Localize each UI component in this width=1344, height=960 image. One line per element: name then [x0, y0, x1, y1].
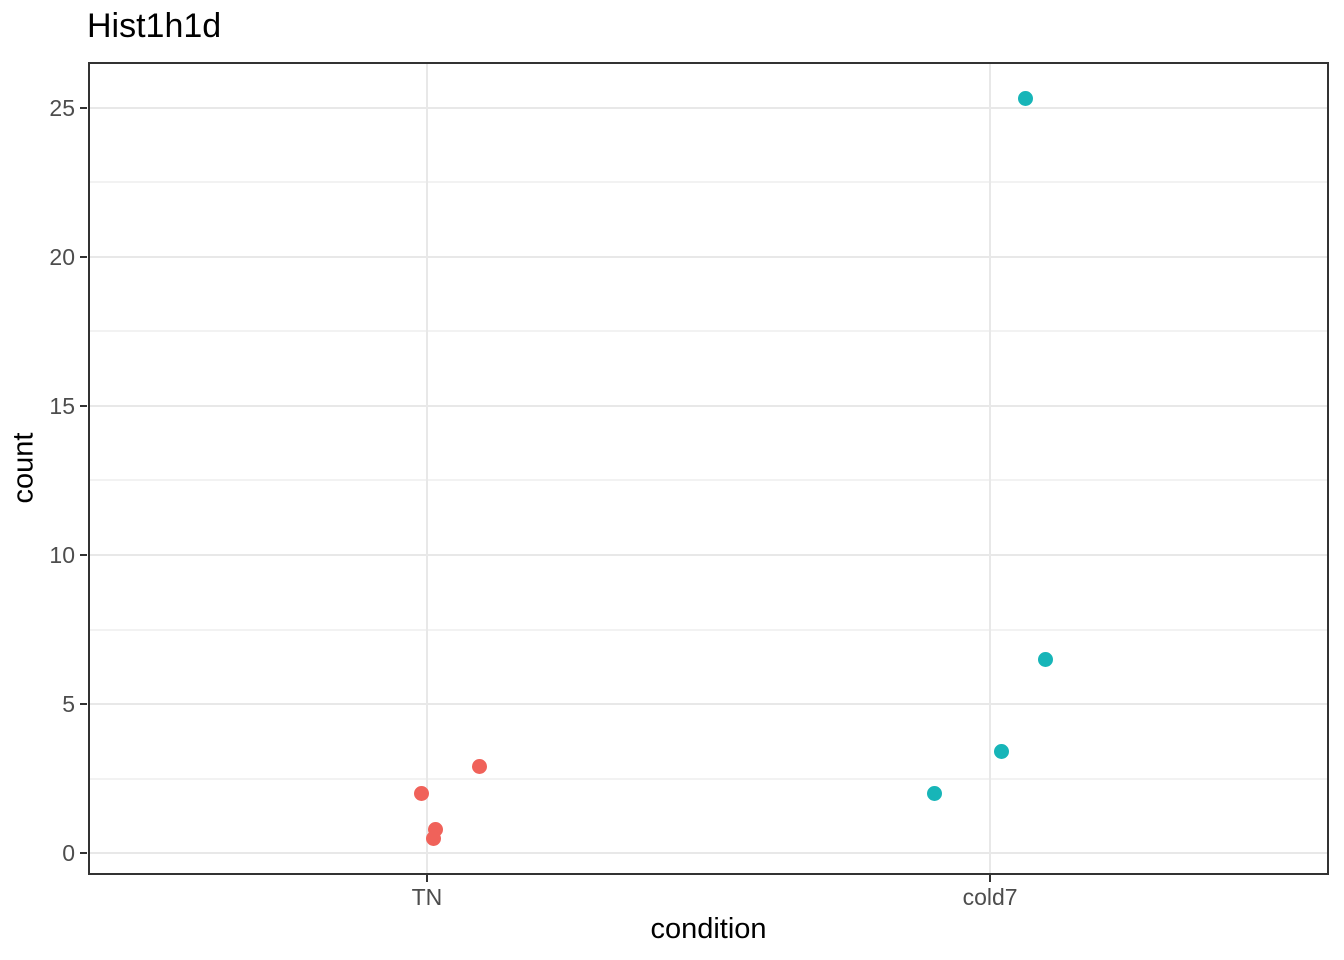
y-tick-mark	[80, 106, 87, 109]
y-tick-mark	[80, 255, 87, 258]
y-major-gridline	[89, 255, 1328, 258]
x-axis-title: condition	[650, 913, 767, 945]
y-minor-gridline	[89, 628, 1328, 631]
data-point	[1037, 651, 1053, 667]
y-major-gridline	[89, 553, 1328, 556]
y-tick-mark	[80, 703, 87, 706]
y-major-gridline	[89, 106, 1328, 109]
x-tick-mark	[425, 875, 428, 882]
y-tick-label: 15	[49, 392, 75, 419]
y-tick-mark	[80, 852, 87, 855]
y-major-gridline	[89, 852, 1328, 855]
y-tick-label: 5	[62, 691, 75, 718]
y-tick-mark	[80, 553, 87, 556]
y-tick-label: 25	[49, 94, 75, 121]
plot-panel-border	[88, 62, 1329, 875]
data-point	[993, 744, 1009, 760]
y-major-gridline	[89, 703, 1328, 706]
data-point	[1017, 91, 1033, 107]
y-minor-gridline	[89, 777, 1328, 780]
data-point	[426, 830, 442, 846]
y-tick-label: 0	[62, 840, 75, 867]
y-minor-gridline	[89, 330, 1328, 333]
x-tick-label: TN	[411, 884, 443, 910]
data-point	[927, 785, 943, 801]
y-minor-gridline	[89, 181, 1328, 184]
x-major-gridline	[425, 63, 428, 874]
plot-title: Hist1h1d	[87, 7, 222, 45]
x-tick-label: cold7	[962, 884, 1018, 910]
x-tick-mark	[989, 875, 992, 882]
y-axis-title: count	[7, 432, 40, 504]
y-tick-mark	[80, 404, 87, 407]
x-major-gridline	[989, 63, 992, 874]
y-major-gridline	[89, 404, 1328, 407]
y-tick-label: 10	[49, 541, 75, 568]
y-minor-gridline	[89, 479, 1328, 482]
data-point	[472, 759, 488, 775]
data-point	[413, 785, 429, 801]
y-tick-label: 20	[49, 243, 75, 270]
